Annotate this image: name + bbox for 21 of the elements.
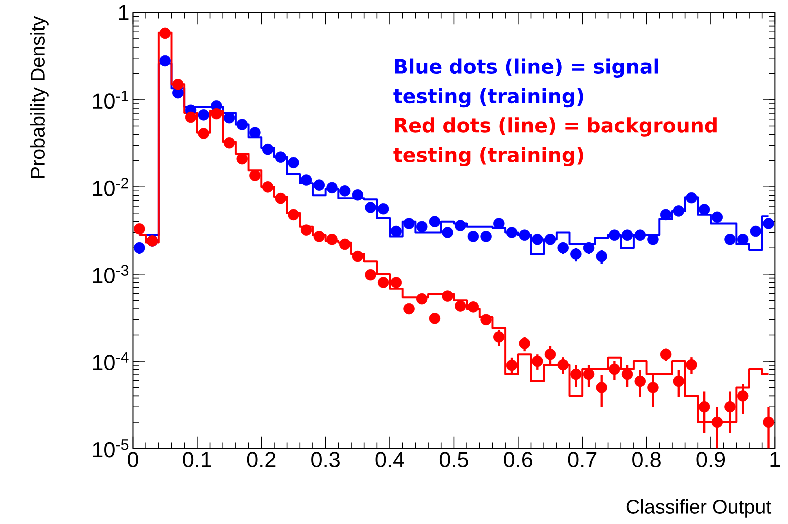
y-axis-title: Probability Density bbox=[30, 16, 49, 178]
x-tick-label: 0.7 bbox=[568, 452, 597, 468]
y-tick-label: 10$^{-1}$ bbox=[93, 91, 129, 110]
x-tick-label: 0.8 bbox=[632, 452, 661, 468]
x-tick-label: 1 bbox=[770, 452, 780, 468]
x-tick-label: 0 bbox=[128, 452, 138, 468]
y-tick-label: 10$^{-5}$ bbox=[93, 440, 129, 458]
y-tick-label: 10$^{-4}$ bbox=[93, 352, 129, 371]
x-tick-label: 0.9 bbox=[696, 452, 726, 468]
y-tick-label: 1 bbox=[119, 6, 129, 20]
x-axis-title: Classifier Output bbox=[626, 500, 772, 518]
x-tick-label: 0.3 bbox=[312, 452, 340, 468]
x-tick-label: 0.2 bbox=[247, 452, 276, 468]
annotation: Red dots (line) = background testing (training) bbox=[394, 118, 717, 167]
x-tick-label: 0.1 bbox=[183, 452, 212, 468]
annotation: Blue dots (line) = signal testing (training) bbox=[394, 58, 658, 108]
y-tick-label: 10$^{-3}$ bbox=[93, 265, 129, 284]
x-tick-label: 0.6 bbox=[504, 452, 533, 468]
x-tick-label: 0.5 bbox=[440, 452, 468, 468]
y-tick-label: 10$^{-2}$ bbox=[93, 178, 128, 196]
x-tick-label: 0.4 bbox=[376, 452, 404, 468]
